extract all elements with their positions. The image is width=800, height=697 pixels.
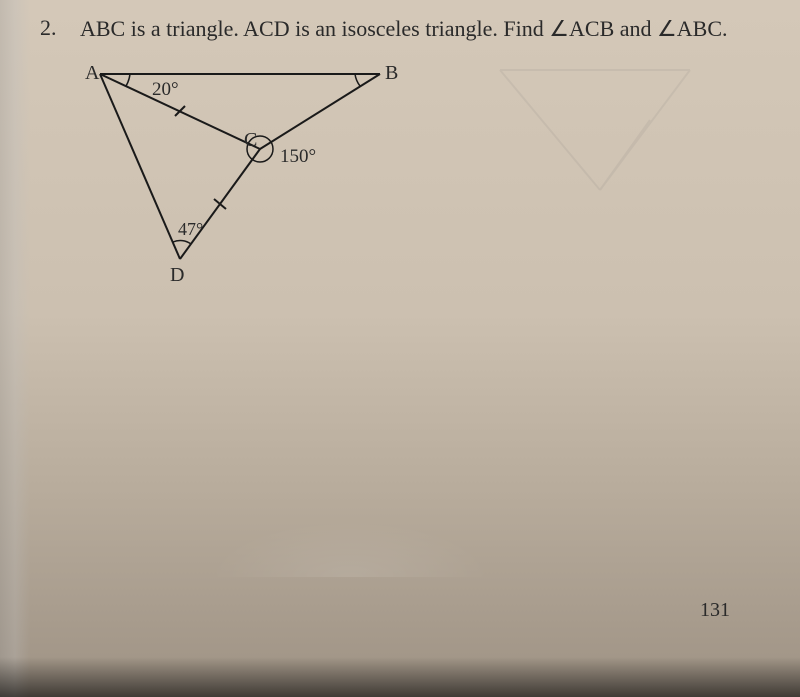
bottom-shadow <box>0 657 800 697</box>
diagram-svg <box>80 54 410 294</box>
tick-AC <box>175 106 185 116</box>
label-B: B <box>385 62 398 85</box>
label-angle-47: 47° <box>178 219 203 240</box>
angle-arc-B <box>355 74 360 86</box>
bleed-through-diagram <box>470 50 720 230</box>
angle-arc-D <box>173 240 191 244</box>
problem-text-end: . <box>722 16 728 41</box>
angle-2: ABC <box>677 16 722 41</box>
label-C: C <box>244 129 257 152</box>
problem-number: 2. <box>40 15 60 294</box>
label-D: D <box>170 264 184 287</box>
label-angle-20: 20° <box>152 79 179 101</box>
problem-text-and: and <box>614 16 657 41</box>
page-number: 131 <box>700 599 730 622</box>
triangle-diagram: A B C D 20° 150° 47° <box>80 54 410 294</box>
angle-symbol-1: ∠ <box>549 16 569 41</box>
label-angle-150: 150° <box>280 146 316 168</box>
problem-text: ABC is a triangle. ACD is an isosceles t… <box>80 15 760 44</box>
line-BC <box>260 74 380 149</box>
angle-1: ACB <box>569 16 614 41</box>
label-A: A <box>85 62 99 85</box>
angle-symbol-2: ∠ <box>657 16 677 41</box>
paper-wave-shadow <box>150 427 550 577</box>
line-AD <box>100 74 180 259</box>
problem-text-part1: ABC is a triangle. ACD is an isosceles t… <box>80 16 549 41</box>
tick-CD <box>214 199 226 209</box>
angle-arc-A <box>126 74 130 86</box>
